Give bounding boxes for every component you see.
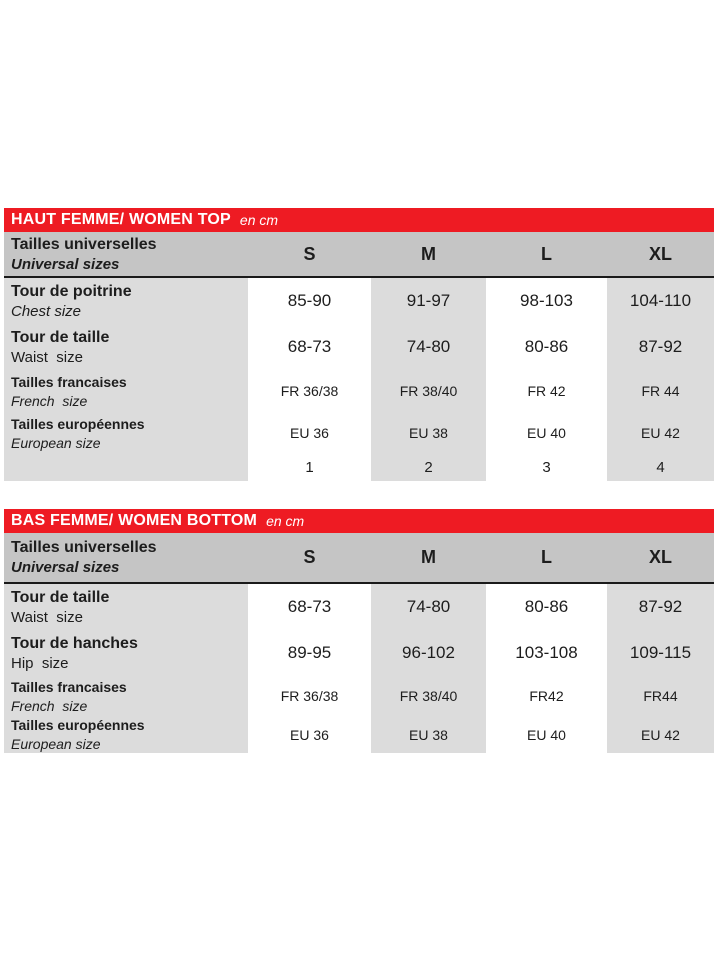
cell-waist-bottom-m: 74-80: [371, 584, 486, 630]
cell-french-bottom-xl: FR44: [607, 676, 714, 716]
size-col-header-l: L: [541, 243, 552, 264]
row-hip-label: Tour de hanches Hip size: [4, 630, 248, 676]
header-label-cell: Tailles universelles Universal sizes: [4, 533, 248, 582]
cell-european-bottom-m: EU 38: [371, 716, 486, 753]
row-european-size-top-label-fr: Tailles européennes: [11, 415, 145, 432]
cell-number-top-xl: 4: [607, 454, 714, 481]
size-col-header-s: S: [303, 243, 316, 264]
row-hip-label-fr: Tour de hanches: [11, 634, 138, 652]
header-label-cell: Tailles universelles Universal sizes: [4, 232, 248, 276]
row-waist-top: Tour de taille Waist size 68-73 74-80 80…: [4, 324, 714, 370]
cell-european-top-m: EU 38: [371, 412, 486, 454]
table-bottom-unit: en cm: [266, 513, 305, 529]
cell-french-top-l: FR 42: [490, 370, 603, 412]
cell-french-bottom-s: FR 36/38: [252, 676, 367, 716]
size-col-header-s: S: [303, 547, 316, 567]
row-french-size-top-label-fr: Tailles francaises: [11, 373, 127, 390]
row-european-size-top-label-en: European size: [11, 434, 101, 451]
cell-number-top-s: 1: [252, 454, 367, 481]
size-col-header-m: M: [421, 243, 436, 264]
row-french-size-top-label-en: French size: [11, 392, 88, 409]
row-european-size-bottom: Tailles européennes European size EU 36 …: [4, 716, 714, 753]
cell-hip-l: 103-108: [490, 630, 603, 676]
cell-waist-bottom-s: 68-73: [252, 584, 367, 630]
row-waist-top-label-fr: Tour de taille: [11, 328, 110, 346]
row-waist-bottom: Tour de taille Waist size 68-73 74-80 80…: [4, 584, 714, 630]
cell-waist-bottom-l: 80-86: [490, 584, 603, 630]
row-size-number-top: 1 2 3 4: [4, 454, 714, 481]
size-col-header-xl: XL: [648, 243, 672, 264]
row-french-size-top: Tailles francaises French size FR 36/38 …: [4, 370, 714, 412]
row-waist-bottom-label-fr: Tour de taille: [11, 588, 110, 606]
cell-waist-top-m: 74-80: [371, 324, 486, 370]
row-chest: Tour de poitrine Chest size 85-90 91-97 …: [4, 278, 714, 324]
size-col-header-m: M: [421, 547, 436, 567]
table-top-title-bar: HAUT FEMME/ WOMEN TOP en cm: [4, 208, 714, 232]
row-size-number-top-label: [4, 454, 248, 481]
row-european-size-bottom-label-en: European size: [11, 736, 101, 752]
cell-chest-l: 98-103: [490, 278, 603, 324]
row-french-size-bottom: Tailles francaises French size FR 36/38 …: [4, 676, 714, 716]
cell-hip-m: 96-102: [371, 630, 486, 676]
cell-hip-s: 89-95: [252, 630, 367, 676]
row-waist-top-label: Tour de taille Waist size: [4, 324, 248, 370]
cell-chest-xl: 104-110: [607, 278, 714, 324]
row-french-size-top-label: Tailles francaises French size: [4, 370, 248, 412]
row-hip: Tour de hanches Hip size 89-95 96-102 10…: [4, 630, 714, 676]
row-european-size-top-label: Tailles européennes European size: [4, 412, 248, 454]
row-european-size-top: Tailles européennes European size EU 36 …: [4, 412, 714, 454]
cell-waist-top-l: 80-86: [490, 324, 603, 370]
row-european-size-bottom-label-fr: Tailles européennes: [11, 717, 145, 733]
cell-french-top-s: FR 36/38: [252, 370, 367, 412]
cell-hip-xl: 109-115: [607, 630, 714, 676]
cell-french-top-xl: FR 44: [607, 370, 714, 412]
row-chest-label-fr: Tour de poitrine: [11, 282, 132, 300]
row-waist-top-label-en: Waist size: [11, 348, 83, 366]
table-top-unit: en cm: [239, 212, 279, 228]
cell-french-bottom-l: FR42: [490, 676, 603, 716]
cell-european-bottom-s: EU 36: [252, 716, 367, 753]
row-hip-label-en: Hip size: [11, 654, 69, 672]
row-french-size-bottom-label-fr: Tailles francaises: [11, 678, 127, 695]
cell-european-top-s: EU 36: [252, 412, 367, 454]
size-col-header-xl: XL: [648, 547, 672, 567]
cell-european-top-xl: EU 42: [607, 412, 714, 454]
header-label-fr: Tailles universelles: [11, 235, 157, 253]
header-label-en: Universal sizes: [11, 255, 120, 273]
header-label-fr: Tailles universelles: [11, 539, 157, 556]
size-table-women-bottom: BAS FEMME/ WOMEN BOTTOM en cm Tailles un…: [4, 509, 714, 753]
cell-european-bottom-xl: EU 42: [607, 716, 714, 753]
cell-chest-m: 91-97: [371, 278, 486, 324]
cell-number-top-m: 2: [371, 454, 486, 481]
table-bottom-title-bar: BAS FEMME/ WOMEN BOTTOM en cm: [4, 509, 714, 533]
cell-french-bottom-m: FR 38/40: [371, 676, 486, 716]
row-european-size-bottom-label: Tailles européennes European size: [4, 716, 248, 753]
cell-european-top-l: EU 40: [490, 412, 603, 454]
header-label-en: Universal sizes: [11, 559, 120, 576]
cell-chest-s: 85-90: [252, 278, 367, 324]
table-top-header-row: Tailles universelles Universal sizes S M…: [4, 232, 714, 278]
cell-number-top-l: 3: [490, 454, 603, 481]
cell-waist-top-xl: 87-92: [607, 324, 714, 370]
row-french-size-bottom-label-en: French size: [11, 697, 88, 714]
table-top-title: HAUT FEMME/ WOMEN TOP: [11, 211, 231, 228]
cell-french-top-m: FR 38/40: [371, 370, 486, 412]
row-waist-bottom-label: Tour de taille Waist size: [4, 584, 248, 630]
table-bottom-title: BAS FEMME/ WOMEN BOTTOM: [11, 512, 258, 529]
cell-european-bottom-l: EU 40: [490, 716, 603, 753]
row-chest-label: Tour de poitrine Chest size: [4, 278, 248, 324]
cell-waist-top-s: 68-73: [252, 324, 367, 370]
size-table-women-top: HAUT FEMME/ WOMEN TOP en cm Tailles univ…: [4, 208, 714, 481]
cell-waist-bottom-xl: 87-92: [607, 584, 714, 630]
size-col-header-l: L: [541, 547, 552, 567]
row-chest-label-en: Chest size: [11, 302, 82, 320]
row-french-size-bottom-label: Tailles francaises French size: [4, 676, 248, 716]
row-waist-bottom-label-en: Waist size: [11, 608, 83, 626]
table-bottom-header-row: Tailles universelles Universal sizes S M…: [4, 533, 714, 584]
